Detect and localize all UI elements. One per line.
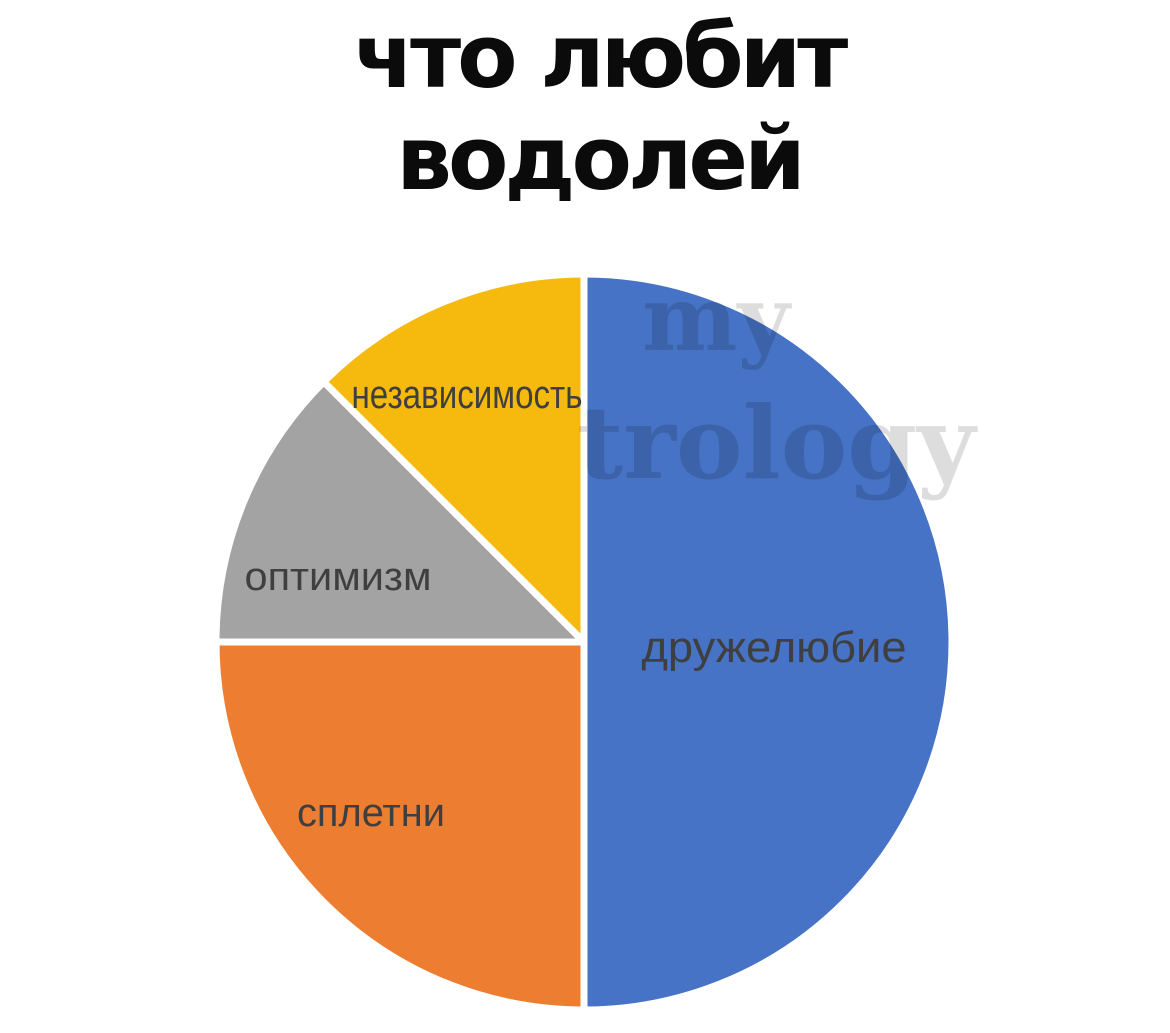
- pie-slice: [320, 270, 588, 646]
- slice-label: дружелюбие: [642, 623, 907, 672]
- watermark: my trology: [577, 266, 978, 502]
- pie-slices: [212, 270, 956, 1014]
- watermark-line-2: trology: [577, 384, 978, 502]
- watermark-line-1: my: [642, 266, 792, 372]
- chart-title-line-1: что любит: [353, 5, 849, 108]
- pie-slice: [580, 270, 956, 1014]
- chart-title-line-2: водолей: [396, 107, 805, 211]
- slice-labels: дружелюбие сплетни оптимизм независимость: [245, 373, 907, 835]
- slice-label: независимость: [352, 373, 583, 417]
- slice-label: оптимизм: [245, 555, 432, 599]
- slice-label: сплетни: [297, 791, 445, 835]
- pie-slice: [212, 378, 588, 646]
- chart-title: что любит водолей: [14, 5, 1170, 211]
- pie-slice: [212, 638, 588, 1014]
